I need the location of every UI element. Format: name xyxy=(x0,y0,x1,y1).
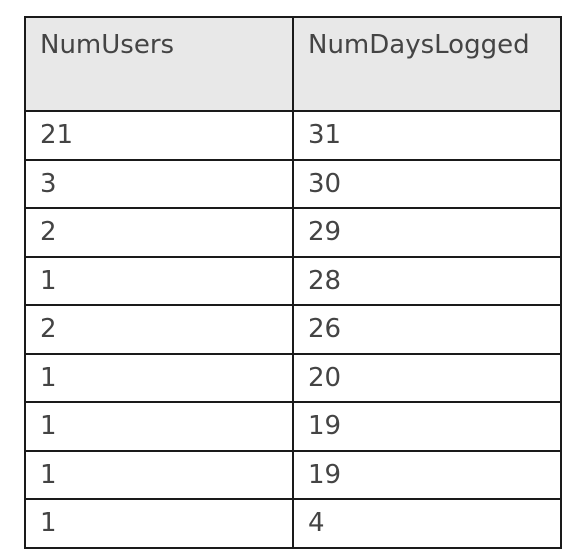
cell-numusers: 1 xyxy=(24,449,294,500)
cell-numdayslogged: 28 xyxy=(292,255,562,306)
column-header-numdayslogged: NumDaysLogged xyxy=(292,16,562,112)
cell-numdayslogged: 30 xyxy=(292,158,562,209)
cell-numusers: 21 xyxy=(24,110,294,161)
cell-numdayslogged: 29 xyxy=(292,207,562,258)
header-row: NumUsers NumDaysLogged xyxy=(24,16,562,112)
table-header: NumUsers NumDaysLogged xyxy=(24,16,562,112)
cell-numdayslogged: 4 xyxy=(292,498,562,549)
cell-numdayslogged: 26 xyxy=(292,304,562,355)
cell-numdayslogged: 20 xyxy=(292,352,562,403)
cell-numusers: 1 xyxy=(24,255,294,306)
table-body: 21 31 3 30 2 29 1 28 2 26 1 20 1 19 1 19 xyxy=(24,110,562,549)
cell-numusers: 1 xyxy=(24,401,294,452)
cell-numusers: 3 xyxy=(24,158,294,209)
cell-numdayslogged: 19 xyxy=(292,449,562,500)
table-row: 21 31 xyxy=(24,110,562,161)
table-row: 1 19 xyxy=(24,401,562,452)
table-row: 1 28 xyxy=(24,255,562,306)
cell-numusers: 2 xyxy=(24,207,294,258)
cell-numdayslogged: 31 xyxy=(292,110,562,161)
table-row: 1 4 xyxy=(24,498,562,549)
column-header-numusers: NumUsers xyxy=(24,16,294,112)
cell-numusers: 1 xyxy=(24,498,294,549)
cell-numdayslogged: 19 xyxy=(292,401,562,452)
cell-numusers: 2 xyxy=(24,304,294,355)
table-row: 2 26 xyxy=(24,304,562,355)
table-row: 1 20 xyxy=(24,352,562,403)
table-row: 1 19 xyxy=(24,449,562,500)
data-table: NumUsers NumDaysLogged 21 31 3 30 2 29 1… xyxy=(24,16,562,549)
table-row: 3 30 xyxy=(24,158,562,209)
table-row: 2 29 xyxy=(24,207,562,258)
cell-numusers: 1 xyxy=(24,352,294,403)
